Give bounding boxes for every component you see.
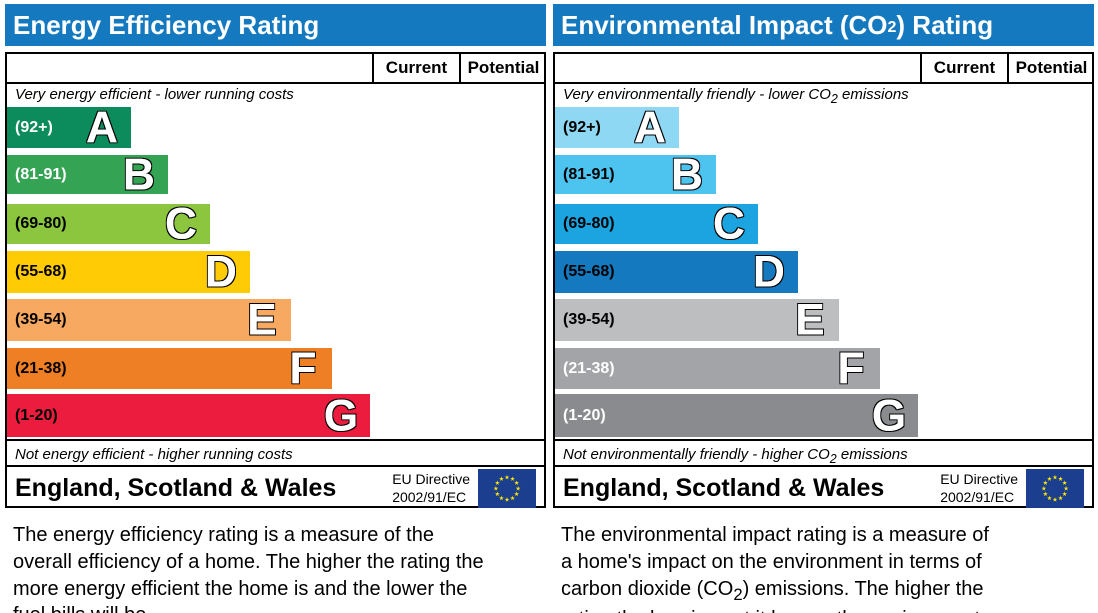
svg-text:A: A: [634, 103, 666, 152]
svg-text:C: C: [713, 200, 745, 249]
svg-text:F: F: [290, 344, 317, 393]
svg-text:B: B: [671, 150, 703, 199]
svg-text:E: E: [795, 296, 824, 345]
svg-text:G: G: [872, 391, 906, 440]
svg-text:A: A: [86, 103, 118, 152]
svg-text:B: B: [123, 150, 155, 199]
svg-text:E: E: [247, 296, 276, 345]
svg-text:C: C: [165, 200, 197, 249]
svg-text:D: D: [753, 248, 785, 297]
svg-text:G: G: [324, 391, 358, 440]
svg-text:D: D: [205, 248, 237, 297]
svg-text:F: F: [838, 344, 865, 393]
